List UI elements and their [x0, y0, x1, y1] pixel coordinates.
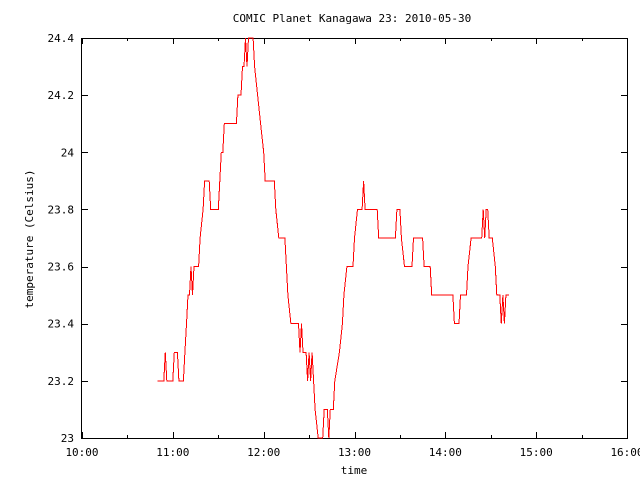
y-tick-label: 23.6 [48, 261, 75, 274]
x-tick-label: 11:00 [156, 446, 189, 459]
y-tick-label: 23.4 [48, 318, 75, 331]
y-tick-label: 23.2 [48, 375, 75, 388]
x-tick-label: 10:00 [65, 446, 98, 459]
x-tick-label: 15:00 [520, 446, 553, 459]
x-axis: 10:00 11:00 12:00 13:00 14:00 15:00 16:00 [65, 38, 640, 459]
y-tick-label: 23.8 [48, 203, 75, 216]
chart-title: COMIC Planet Kanagawa 23: 2010-05-30 [233, 12, 471, 25]
y-tick-label: 23 [61, 432, 74, 445]
x-tick-label: 14:00 [429, 446, 462, 459]
y-tick-label: 24.2 [48, 89, 75, 102]
x-axis-label: time [341, 464, 368, 477]
x-tick-label: 16:00 [610, 446, 640, 459]
plot-frame [81, 38, 628, 439]
y-tick-label: 24.4 [48, 32, 75, 45]
temperature-series-line [157, 37, 509, 439]
x-tick-label: 13:00 [338, 446, 371, 459]
y-axis-label: temperature (Celsius) [23, 169, 36, 308]
x-tick-label: 12:00 [247, 446, 280, 459]
y-tick-label: 24 [61, 146, 75, 159]
y-axis: 23 23.2 23.4 23.6 23.8 24 24.2 24.4 [48, 32, 627, 445]
